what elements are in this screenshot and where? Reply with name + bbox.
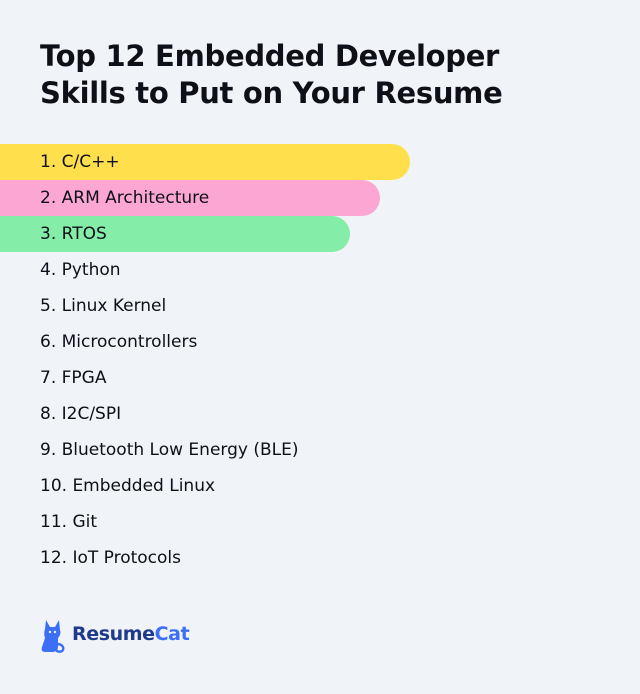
title-line-1: Top 12 Embedded Developer — [40, 39, 500, 73]
skill-item-4: 4. Python — [40, 260, 121, 280]
skill-item-2: 2. ARM Architecture — [0, 180, 380, 216]
skill-item-3: 3. RTOS — [0, 216, 350, 252]
skill-item-1: 1. C/C++ — [0, 144, 410, 180]
skill-item-8: 8. I2C/SPI — [40, 404, 122, 424]
resumecat-logo: ResumeCat — [40, 614, 190, 654]
brand-name-part1: Resume — [72, 623, 155, 645]
skill-item-5: 5. Linux Kernel — [40, 296, 167, 316]
page-title: Top 12 Embedded Developer Skills to Put … — [40, 38, 620, 112]
brand-name: ResumeCat — [72, 623, 190, 645]
skill-item-12: 12. IoT Protocols — [40, 548, 182, 568]
skill-item-9: 9. Bluetooth Low Energy (BLE) — [40, 440, 299, 460]
skill-item-10: 10. Embedded Linux — [40, 476, 216, 496]
skill-item-11: 11. Git — [40, 512, 98, 532]
skill-item-7: 7. FPGA — [40, 368, 107, 388]
cat-icon — [41, 620, 65, 653]
skill-item-6: 6. Microcontrollers — [40, 332, 198, 352]
title-line-2: Skills to Put on Your Resume — [40, 76, 503, 110]
brand-name-part2: Cat — [154, 623, 190, 645]
skills-list: 1. C/C++ 2. ARM Architecture 3. RTOS 4. … — [0, 144, 410, 576]
